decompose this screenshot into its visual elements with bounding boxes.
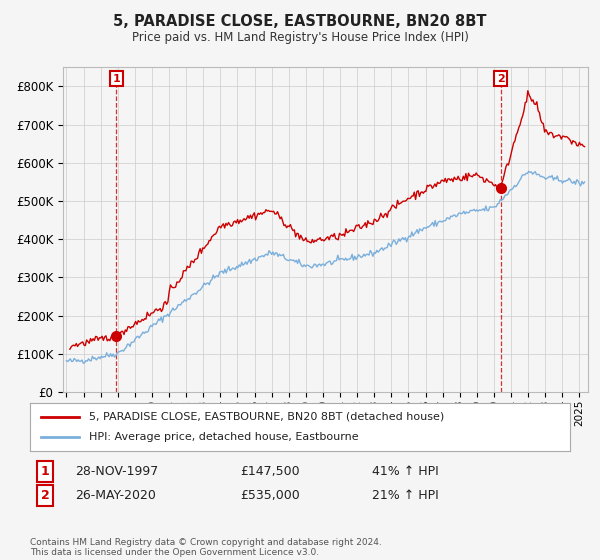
Text: 1: 1 [41,465,49,478]
Text: 26-MAY-2020: 26-MAY-2020 [75,489,156,502]
Text: 5, PARADISE CLOSE, EASTBOURNE, BN20 8BT: 5, PARADISE CLOSE, EASTBOURNE, BN20 8BT [113,14,487,29]
Text: 1: 1 [112,73,120,83]
Text: 28-NOV-1997: 28-NOV-1997 [75,465,158,478]
Text: 21% ↑ HPI: 21% ↑ HPI [372,489,439,502]
Text: Price paid vs. HM Land Registry's House Price Index (HPI): Price paid vs. HM Land Registry's House … [131,31,469,44]
Text: Contains HM Land Registry data © Crown copyright and database right 2024.
This d: Contains HM Land Registry data © Crown c… [30,538,382,557]
Text: 2: 2 [497,73,505,83]
Text: HPI: Average price, detached house, Eastbourne: HPI: Average price, detached house, East… [89,432,359,442]
Text: 2: 2 [41,489,49,502]
Text: 5, PARADISE CLOSE, EASTBOURNE, BN20 8BT (detached house): 5, PARADISE CLOSE, EASTBOURNE, BN20 8BT … [89,412,445,422]
Text: 41% ↑ HPI: 41% ↑ HPI [372,465,439,478]
Text: £535,000: £535,000 [240,489,300,502]
Text: £147,500: £147,500 [240,465,299,478]
